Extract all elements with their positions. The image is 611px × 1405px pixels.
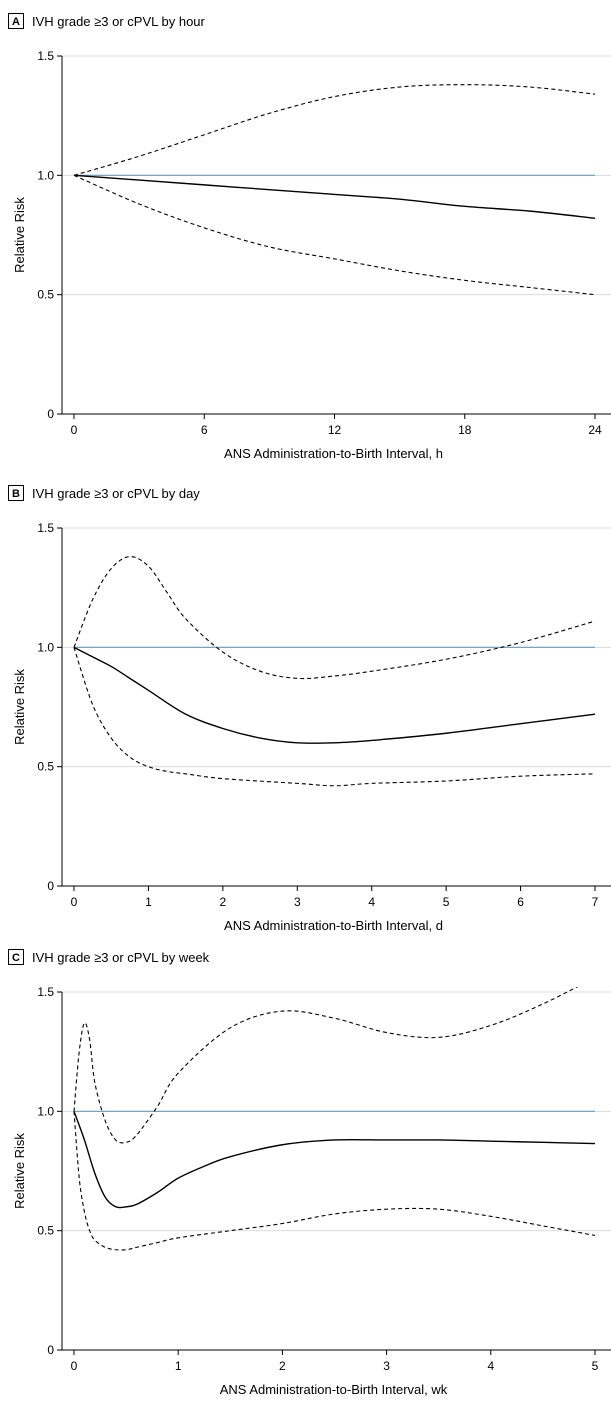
y-tick-label: 0.5 [37,288,54,302]
x-tick-label: 5 [592,1359,599,1373]
y-tick-label: 0 [47,879,54,893]
x-tick-label: 24 [588,423,602,437]
y-tick-label: 1.0 [37,1104,54,1118]
y-tick-label: 0.5 [37,1224,54,1238]
y-tick-label: 1.0 [37,640,54,654]
y-tick-label: 1.0 [37,168,54,182]
panel-a-header: A IVH grade ≥3 or cPVL by hour [8,12,205,30]
panel-a: A IVH grade ≥3 or cPVL by hour 0 0.5 1.0 1.… [0,0,611,470]
y-tick-label: 1.5 [37,49,54,63]
panel-letter: B [8,485,24,501]
y-axis-title: Relative Risk [12,1133,27,1209]
x-tick-label: 1 [175,1359,182,1373]
estimate-line [73,174,596,219]
chart-title: IVH grade ≥3 or cPVL by hour [32,13,205,29]
panel-letter: A [8,13,24,29]
chart-a: 0 0.5 1.0 1.5 0 6 12 18 24 ANS Administration-to-… [12,49,611,461]
y-axis-title: Relative Risk [12,669,27,745]
x-tick-label: 2 [220,895,227,909]
x-tick-label: 0 [71,895,78,909]
x-tick-label: 5 [443,895,450,909]
x-tick-label: 3 [294,895,301,909]
estimate-line [73,1111,596,1209]
lower-ci-line [73,1111,596,1251]
upper-ci-line [73,556,596,680]
x-tick-label: 7 [592,895,599,909]
estimate-line [73,646,596,744]
panel-letter: C [8,949,24,965]
x-axis-title: ANS Administration-to-Birth Interval, wk [220,1382,448,1397]
chart-title: IVH grade ≥3 or cPVL by day [32,485,200,501]
x-tick-label: 4 [368,895,375,909]
y-tick-label: 0 [47,407,54,421]
x-tick-label: 0 [71,1359,78,1373]
x-tick-label: 3 [383,1359,390,1373]
x-tick-label: 12 [328,423,342,437]
panel-b-header: B IVH grade ≥3 or cPVL by day [8,484,200,502]
y-tick-label: 0 [47,1343,54,1357]
y-tick-label: 0.5 [37,760,54,774]
chart-title: IVH grade ≥3 or cPVL by week [32,949,210,965]
y-tick-label: 1.5 [37,521,54,535]
x-tick-label: 18 [458,423,472,437]
chart-c: 0 0.5 1.0 1.5 0 1 2 3 4 5 ANS Administration-to-Bi… [12,985,611,1397]
x-tick-label: 6 [517,895,524,909]
chart-b: 0 0.5 1.0 1.5 0 1 2 3 4 5 6 7 ANS Administration-to-… [12,521,611,933]
x-tick-label: 4 [487,1359,494,1373]
y-axis-title: Relative Risk [12,197,27,273]
upper-ci-line [73,987,579,1144]
lower-ci-line [73,647,596,787]
x-tick-label: 1 [145,895,152,909]
x-tick-label: 6 [201,423,208,437]
panel-b: B IVH grade ≥3 or cPVL by day 0 0.5 1.0 1.5… [0,472,611,942]
upper-ci-line [73,84,596,176]
panel-c-header: C IVH grade ≥3 or cPVL by week [8,948,209,966]
lower-ci-line [73,174,596,296]
x-axis-title: ANS Administration-to-Birth Interval, d [224,918,443,933]
y-tick-label: 1.5 [37,985,54,999]
x-tick-label: 0 [71,423,78,437]
panel-c: C IVH grade ≥3 or cPVL by week 0 0.5 1.0 1.… [0,936,611,1405]
x-tick-label: 2 [279,1359,286,1373]
x-axis-title: ANS Administration-to-Birth Interval, h [224,446,443,461]
